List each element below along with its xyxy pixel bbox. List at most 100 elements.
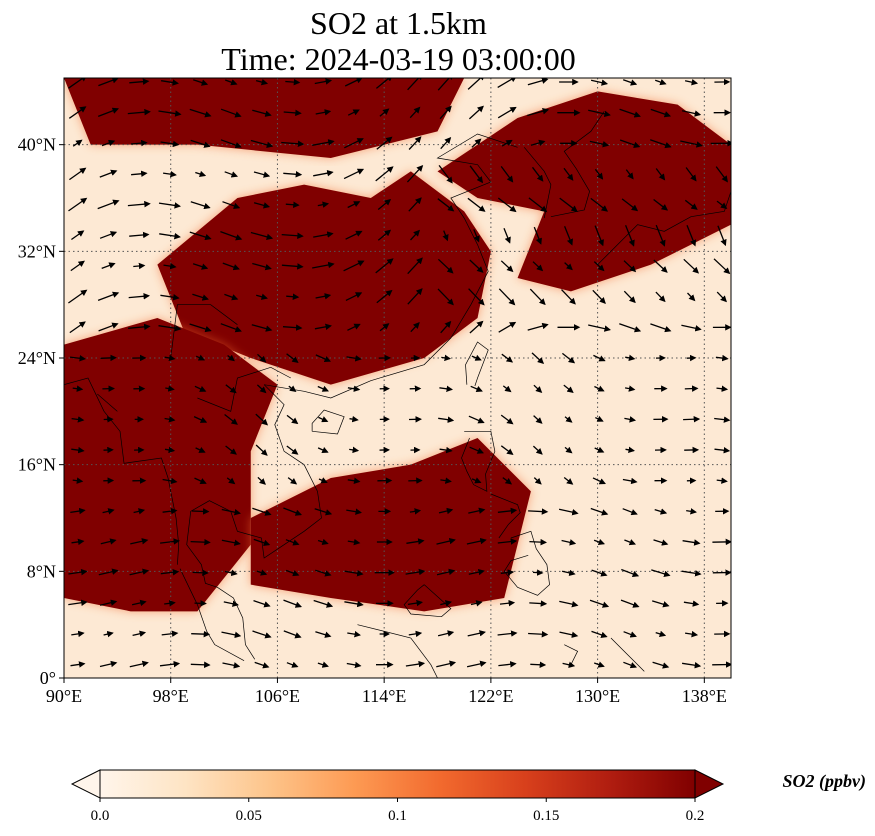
wind-arrow bbox=[528, 630, 549, 638]
wind-arrow bbox=[164, 446, 176, 454]
wind-arrow bbox=[68, 599, 88, 606]
wind-arrow bbox=[438, 416, 455, 423]
wind-arrow bbox=[594, 168, 604, 180]
wind-arrow bbox=[436, 568, 456, 576]
wind-arrow bbox=[683, 258, 700, 274]
wind-arrow bbox=[685, 167, 697, 182]
wind-arrow bbox=[653, 259, 668, 273]
wind-arrow bbox=[408, 136, 422, 150]
gridlines bbox=[64, 78, 731, 678]
coastline-10 bbox=[461, 430, 496, 492]
wind-arrow bbox=[253, 171, 271, 178]
wind-arrow bbox=[255, 413, 269, 426]
wind-arrow bbox=[497, 507, 518, 515]
wind-arrow bbox=[314, 508, 333, 516]
wind-arrow bbox=[318, 416, 329, 423]
wind-arrow bbox=[317, 538, 329, 546]
wind-arrow bbox=[222, 201, 241, 209]
wind-arrow bbox=[224, 79, 238, 86]
y-tick-label: 32°N bbox=[18, 241, 56, 261]
wind-arrow bbox=[194, 385, 207, 392]
wind-arrow bbox=[315, 631, 332, 638]
wind-arrow bbox=[686, 225, 697, 247]
wind-arrow bbox=[345, 230, 363, 240]
wind-arrow bbox=[347, 109, 360, 116]
wind-arrow bbox=[190, 661, 211, 669]
wind-arrow bbox=[497, 106, 517, 119]
wind-arrow bbox=[716, 291, 728, 303]
y-tick-label: 0° bbox=[40, 668, 56, 688]
wind-arrow bbox=[224, 293, 239, 301]
wind-arrow bbox=[713, 258, 731, 275]
wind-arrow bbox=[312, 139, 335, 146]
wind-arrow bbox=[312, 261, 335, 269]
wind-arrow bbox=[594, 225, 604, 247]
wind-arrow bbox=[195, 446, 206, 453]
wind-arrow bbox=[681, 110, 702, 117]
wind-arrow bbox=[99, 599, 118, 606]
wind-arrow bbox=[500, 414, 514, 425]
wind-arrow bbox=[69, 167, 87, 181]
y-tick-label: 40°N bbox=[18, 135, 56, 155]
wind-arrow bbox=[623, 631, 637, 638]
wind-arrow bbox=[468, 105, 484, 120]
wind-arrow bbox=[655, 291, 666, 303]
wind-arrow bbox=[594, 446, 605, 453]
wind-arrow bbox=[285, 569, 300, 577]
wind-arrow bbox=[192, 293, 209, 301]
wind-arrow bbox=[624, 224, 635, 247]
wind-arrow bbox=[347, 630, 361, 638]
wind-arrow bbox=[347, 201, 361, 209]
wind-arrow bbox=[439, 446, 453, 454]
wind-arrow bbox=[622, 508, 638, 516]
wind-arrow bbox=[593, 538, 606, 546]
wind-arrow bbox=[344, 600, 364, 608]
wind-arrow bbox=[466, 660, 487, 668]
wind-arrow bbox=[716, 385, 729, 392]
coastline-3 bbox=[597, 144, 731, 265]
wind-arrow bbox=[227, 354, 235, 362]
wind-arrow bbox=[164, 416, 176, 423]
wind-arrow bbox=[257, 353, 267, 363]
wind-arrow bbox=[561, 539, 577, 546]
wind-arrow bbox=[408, 197, 422, 212]
wind-arrow bbox=[473, 229, 480, 243]
wind-arrow bbox=[379, 108, 390, 117]
wind-arrow bbox=[283, 109, 302, 117]
wind-arrow bbox=[162, 507, 178, 515]
wind-arrow bbox=[194, 477, 207, 484]
wind-arrow bbox=[467, 78, 486, 90]
wind-arrow bbox=[69, 355, 86, 362]
wind-arrow bbox=[317, 201, 330, 208]
wind-arrow bbox=[128, 293, 150, 300]
wind-arrow bbox=[406, 538, 425, 545]
wind-arrow bbox=[160, 79, 179, 86]
wind-arrow bbox=[283, 171, 303, 178]
wind-arrow bbox=[70, 507, 86, 515]
wind-arrow bbox=[286, 353, 299, 363]
wind-arrow bbox=[466, 537, 487, 545]
coastline-12 bbox=[503, 530, 550, 596]
wind-arrow bbox=[162, 477, 178, 485]
wind-arrow bbox=[437, 198, 455, 212]
wind-arrow bbox=[625, 354, 636, 362]
wind-arrow bbox=[531, 166, 544, 182]
wind-arrow bbox=[467, 197, 486, 212]
wind-arrow bbox=[221, 631, 242, 639]
wind-arrow bbox=[281, 232, 304, 239]
wind-arrow bbox=[377, 198, 392, 211]
wind-arrow bbox=[220, 323, 242, 333]
wind-arrow bbox=[283, 507, 303, 516]
wind-arrow bbox=[190, 201, 211, 210]
wind-arrow bbox=[681, 324, 702, 332]
wind-arrow bbox=[100, 538, 117, 545]
wind-arrow bbox=[500, 166, 514, 183]
wind-arrow bbox=[497, 197, 517, 213]
wind-arrow bbox=[563, 476, 574, 485]
wind-arrow bbox=[345, 292, 363, 301]
wind-arrow bbox=[250, 139, 274, 148]
wind-arrow bbox=[561, 352, 576, 364]
wind-arrow bbox=[559, 197, 578, 212]
wind-arrow bbox=[103, 630, 114, 638]
wind-arrow bbox=[652, 600, 670, 608]
